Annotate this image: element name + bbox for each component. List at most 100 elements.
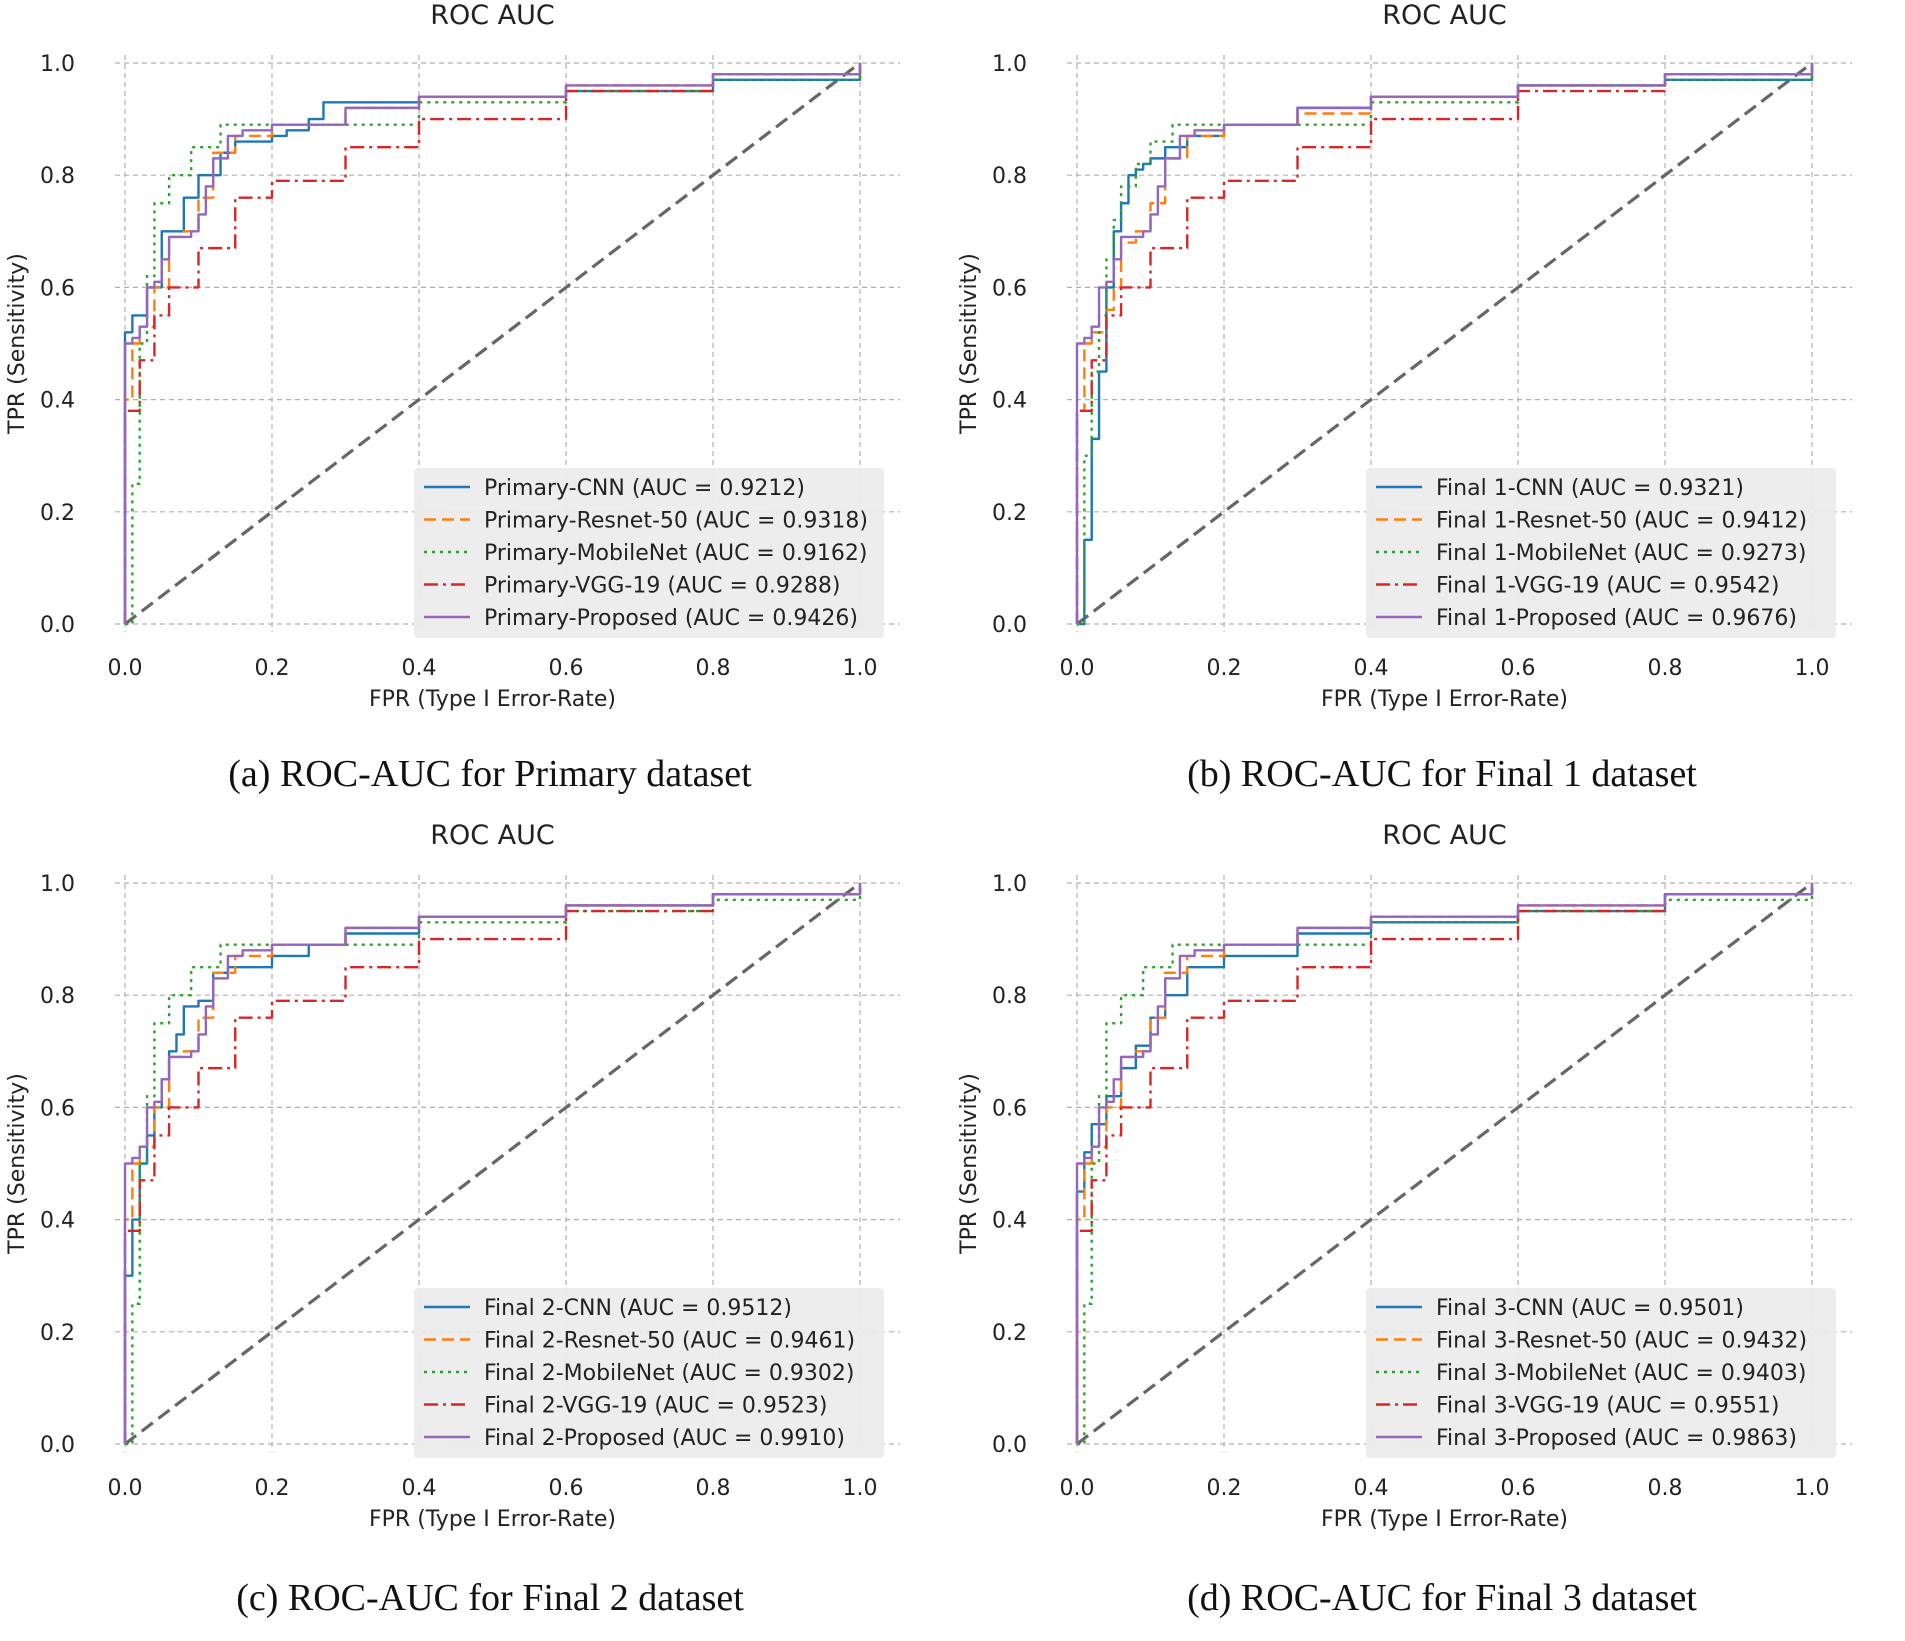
panel-d-series-vgg-19-line [1075,883,1814,1444]
panel-a-x-axis-label: FPR (Type I Error-Rate) [369,687,616,712]
panel-c-x-tick-label: 0.8 [696,1476,731,1501]
panel-a-legend-box [414,468,884,638]
panel-d-chance-diagonal [1076,881,1813,1446]
panel-d-legend-label-resnet-50: Final 3-Resnet-50 (AUC = 0.9432) [1436,1329,1807,1354]
panel-c-x-axis-label: FPR (Type I Error-Rate) [369,1507,616,1532]
panel-d-y-tick-label: 1.0 [992,872,1027,897]
panel-b-legend-label-vgg-19: Final 1-VGG-19 (AUC = 0.9542) [1436,574,1780,599]
panel-d-y-tick-label: 0.2 [992,1321,1027,1346]
panel-c-chance-diagonal [124,881,861,1446]
panel-c-chart-title: ROC AUC [430,820,555,851]
figure-caption-d: (d) ROC-AUC for Final 3 dataset [1187,1577,1697,1619]
panel-b-x-axis-label: FPR (Type I Error-Rate) [1321,687,1568,712]
panel-b-series-vgg-19-line [1075,63,1814,624]
panel-b-y-tick-label: 0.2 [992,501,1027,526]
panel-b-series-proposed-line [1075,63,1814,624]
panel-a-legend-label-mobilenet: Primary-MobileNet (AUC = 0.9162) [484,541,867,566]
panel-d-legend-label-cnn: Final 3-CNN (AUC = 0.9501) [1436,1296,1744,1321]
roc-panel-a: ROC AUC 0.0 0.2 0.4 0.6 0.8 1.0 0.0 0.2 0.4 0.6 0.8… [0,0,952,820]
panel-a-y-tick-label: 0.6 [40,276,75,301]
panel-c-legend-box [414,1288,884,1458]
panel-b-legend-label-proposed: Final 1-Proposed (AUC = 0.9676) [1436,606,1797,631]
panel-a-y-tick-label: 0.8 [40,164,75,189]
panel-a-x-tick-label: 0.6 [549,656,584,681]
panel-c-x-tick-label: 0.2 [255,1476,290,1501]
panel-c-x-tick-label: 0.6 [549,1476,584,1501]
panel-c-x-tick-label: 1.0 [843,1476,878,1501]
panel-b-y-tick-label: 1.0 [992,52,1027,77]
panel-a-legend-label-vgg-19: Primary-VGG-19 (AUC = 0.9288) [484,574,840,599]
panel-d-legend-box [1366,1288,1836,1458]
roc-chart-c: ROC AUC 0.0 0.2 0.4 0.6 0.8 1.0 0.0 0.2 0.4 0.6 0.8… [5,820,900,1532]
panel-c-legend-label-mobilenet: Final 2-MobileNet (AUC = 0.9302) [484,1361,855,1386]
panel-d-y-tick-label: 0.0 [992,1433,1027,1458]
panel-b-y-tick-label: 0.4 [992,389,1027,414]
panel-a-legend-label-cnn: Primary-CNN (AUC = 0.9212) [484,476,805,501]
figure-caption-b: (b) ROC-AUC for Final 1 dataset [1187,753,1697,795]
panel-d-x-tick-label: 0.2 [1207,1476,1242,1501]
panel-d-chart-title: ROC AUC [1382,820,1507,851]
panel-c-series-vgg-19-line [123,883,862,1444]
panel-a-x-tick-label: 0.4 [402,656,437,681]
panel-c-y-tick-label: 0.6 [40,1096,75,1121]
roc-panel-d: ROC AUC 0.0 0.2 0.4 0.6 0.8 1.0 0.0 0.2 0.4 0.6 0.8… [952,820,1905,1641]
panel-a-y-tick-label: 0.0 [40,613,75,638]
panel-a-y-axis-label: TPR (Sensitivity) [5,253,30,435]
roc-panel-c: ROC AUC 0.0 0.2 0.4 0.6 0.8 1.0 0.0 0.2 0.4 0.6 0.8… [0,820,952,1641]
panel-a-legend-label-proposed: Primary-Proposed (AUC = 0.9426) [484,606,858,631]
panel-c-y-tick-label: 0.2 [40,1321,75,1346]
panel-b-legend-box [1366,468,1836,638]
panel-d-x-tick-label: 0.4 [1354,1476,1389,1501]
panel-a-chart-title: ROC AUC [430,0,555,31]
panel-c-y-tick-label: 0.4 [40,1209,75,1234]
panel-c-series-proposed-line [123,883,862,1444]
panel-a-x-tick-label: 0.0 [108,656,143,681]
panel-b-x-tick-label: 1.0 [1795,656,1830,681]
panel-c-legend-label-resnet-50: Final 2-Resnet-50 (AUC = 0.9461) [484,1329,855,1354]
panel-b-x-tick-label: 0.0 [1060,656,1095,681]
panel-b-legend-label-resnet-50: Final 1-Resnet-50 (AUC = 0.9412) [1436,509,1807,534]
panel-b-y-tick-label: 0.6 [992,276,1027,301]
panel-a-series-vgg-19-line [123,63,862,624]
panel-c-legend-label-proposed: Final 2-Proposed (AUC = 0.9910) [484,1426,845,1451]
roc-panel-b: ROC AUC 0.0 0.2 0.4 0.6 0.8 1.0 0.0 0.2 0.4 0.6 0.8… [952,0,1905,820]
panel-c-series-mobilenet-line [125,883,862,1446]
panel-b-y-axis-label: TPR (Sensitivity) [957,253,982,435]
panel-a-y-tick-label: 0.4 [40,389,75,414]
panel-b-legend-label-cnn: Final 1-CNN (AUC = 0.9321) [1436,476,1744,501]
panel-b-y-tick-label: 0.0 [992,613,1027,638]
panel-a-y-tick-label: 1.0 [40,52,75,77]
figure-caption-c: (c) ROC-AUC for Final 2 dataset [236,1577,744,1619]
panel-d-x-tick-label: 1.0 [1795,1476,1830,1501]
panel-b-x-tick-label: 0.6 [1501,656,1536,681]
panel-a-x-tick-label: 0.2 [255,656,290,681]
panel-c-x-tick-label: 0.0 [108,1476,143,1501]
panel-a-series-proposed-line [123,63,862,624]
panel-b-y-tick-label: 0.8 [992,164,1027,189]
panel-c-x-tick-label: 0.4 [402,1476,437,1501]
panel-d-y-tick-label: 0.8 [992,984,1027,1009]
panel-d-series-proposed-line [1075,883,1814,1444]
panel-a-series-mobilenet-line [125,63,862,626]
panel-d-series-mobilenet-line [1077,883,1814,1446]
panel-d-x-tick-label: 0.8 [1648,1476,1683,1501]
panel-d-x-tick-label: 0.6 [1501,1476,1536,1501]
panel-a-legend-label-resnet-50: Primary-Resnet-50 (AUC = 0.9318) [484,509,868,534]
panel-d-x-tick-label: 0.0 [1060,1476,1095,1501]
panel-c-y-tick-label: 0.8 [40,984,75,1009]
panel-d-legend-label-vgg-19: Final 3-VGG-19 (AUC = 0.9551) [1436,1394,1780,1419]
roc-chart-d: ROC AUC 0.0 0.2 0.4 0.6 0.8 1.0 0.0 0.2 0.4 0.6 0.8… [957,820,1852,1532]
panel-d-legend-label-mobilenet: Final 3-MobileNet (AUC = 0.9403) [1436,1361,1807,1386]
panel-c-y-axis-label: TPR (Sensitivity) [5,1073,30,1255]
roc-chart-b: ROC AUC 0.0 0.2 0.4 0.6 0.8 1.0 0.0 0.2 0.4 0.6 0.8… [957,0,1852,712]
panel-a-y-tick-label: 0.2 [40,501,75,526]
panel-b-chart-title: ROC AUC [1382,0,1507,31]
figure-caption-a: (a) ROC-AUC for Primary dataset [228,753,752,795]
panel-d-y-axis-label: TPR (Sensitivity) [957,1073,982,1255]
panel-c-legend-label-vgg-19: Final 2-VGG-19 (AUC = 0.9523) [484,1394,828,1419]
panel-b-chance-diagonal [1076,61,1813,626]
panel-c-legend-label-cnn: Final 2-CNN (AUC = 0.9512) [484,1296,792,1321]
panel-b-x-tick-label: 0.2 [1207,656,1242,681]
panel-a-x-tick-label: 0.8 [696,656,731,681]
panel-b-x-tick-label: 0.4 [1354,656,1389,681]
